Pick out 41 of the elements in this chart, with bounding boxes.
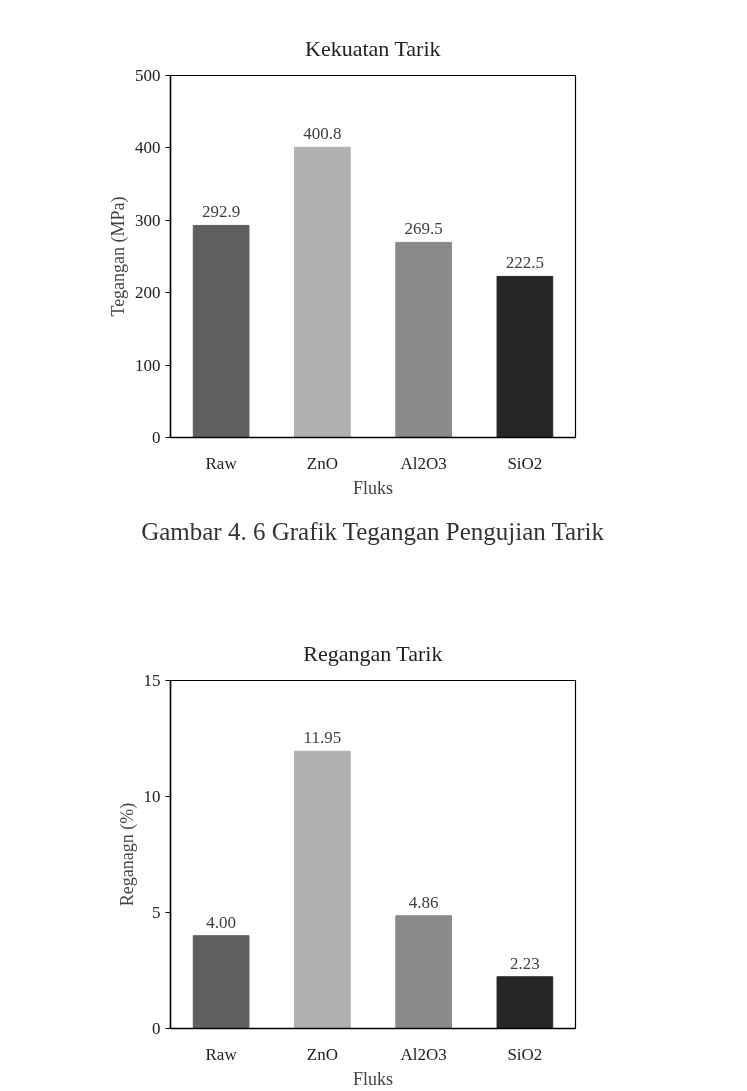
data-label: 4.86 <box>408 892 439 912</box>
x-tick-label: SiO2 <box>507 1044 543 1064</box>
data-label: 4.00 <box>206 912 236 932</box>
bar <box>192 224 250 438</box>
x-tick-label: Al2O3 <box>400 453 447 473</box>
x-tick-label: Raw <box>205 1044 238 1064</box>
bar <box>294 146 351 438</box>
x-tick-label: Al2O3 <box>400 1044 447 1064</box>
y-tick-label: 500 <box>135 66 161 85</box>
y-tick-label: 15 <box>143 671 161 690</box>
x-tick-label: SiO2 <box>507 453 543 473</box>
bar <box>496 275 554 438</box>
data-label: 292.9 <box>202 202 241 222</box>
y-tick-label: 5 <box>152 903 161 922</box>
y-tick-label: 0 <box>152 1019 161 1038</box>
bar <box>294 750 351 1029</box>
data-label: 222.5 <box>505 253 544 273</box>
data-label: 2.23 <box>510 953 540 973</box>
bar <box>395 241 452 438</box>
data-label: 400.8 <box>303 124 342 144</box>
y-tick-label: 400 <box>135 138 161 158</box>
x-axis-title: Fluks <box>352 477 394 498</box>
chart-title: Kekuatan Tarik <box>305 35 441 61</box>
y-tick-label: 0 <box>152 428 161 447</box>
y-axis-title: Tegangan (MPa) <box>108 196 129 317</box>
bar <box>192 935 250 1029</box>
data-label: 11.95 <box>303 728 342 748</box>
bar <box>496 976 554 1029</box>
chart-title: Regangan Tarik <box>303 640 443 666</box>
y-tick-label: 100 <box>135 355 161 375</box>
x-tick-label: Raw <box>205 453 238 473</box>
y-tick-label: 10 <box>143 787 161 806</box>
x-tick-label: ZnO <box>306 1044 338 1064</box>
y-axis-title: Reganagn (%) <box>116 802 138 907</box>
bar <box>395 915 452 1029</box>
y-tick-label: 200 <box>135 283 161 303</box>
text: Gambar 4. 6 Grafik Tegangan Pengujian Tarik <box>141 517 605 545</box>
y-tick-label: 300 <box>135 210 161 230</box>
data-label: 269.5 <box>404 219 443 239</box>
x-tick-label: ZnO <box>306 453 338 473</box>
x-axis-title: Fluks <box>352 1068 394 1089</box>
